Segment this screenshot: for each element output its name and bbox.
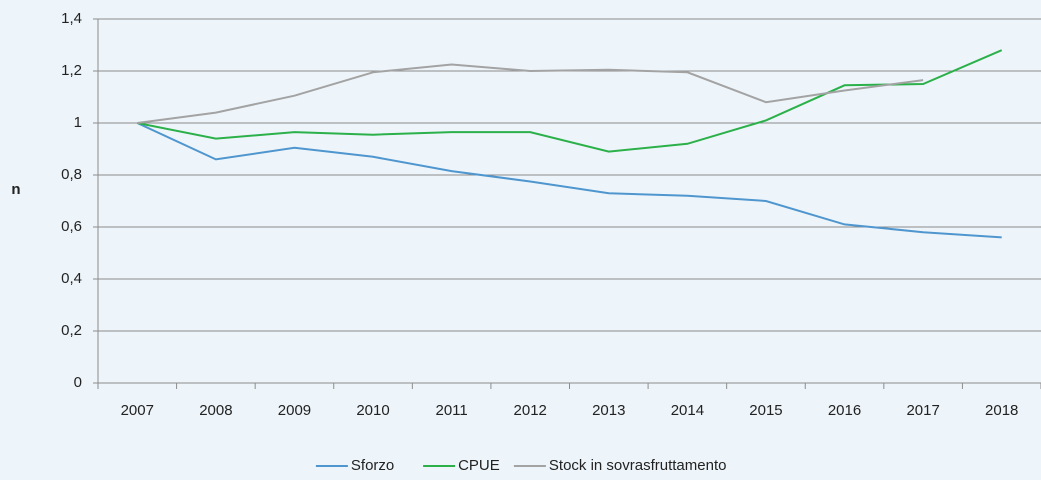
y-tick-label: 1,2 [61, 62, 82, 79]
y-tick-label: 1 [74, 114, 82, 131]
y-axis-label: n [11, 181, 20, 198]
y-tick-label: 1,4 [61, 10, 82, 27]
legend-label: Sforzo [351, 457, 394, 474]
x-tick-label: 2015 [749, 402, 782, 419]
line-series [137, 49, 1003, 153]
y-tick-label: 0 [74, 374, 82, 391]
x-tick-label: 2016 [828, 402, 861, 419]
x-tick-label: 2011 [435, 402, 467, 419]
x-tick-label: 2017 [906, 402, 939, 419]
x-tick-label: 2012 [514, 402, 547, 419]
legend-label: CPUE [458, 457, 500, 474]
x-tick-label: 2018 [985, 402, 1018, 419]
x-tick-label: 2010 [356, 402, 389, 419]
x-tick-label: 2014 [671, 402, 704, 419]
line-series [137, 63, 924, 124]
x-tick-label: 2013 [592, 402, 625, 419]
y-tick-label: 0,4 [61, 270, 82, 287]
x-tick-label: 2009 [278, 402, 311, 419]
x-tick-label: 2008 [199, 402, 232, 419]
legend-label: Stock in sovrasfruttamento [549, 457, 727, 474]
y-tick-label: 0,2 [61, 322, 82, 339]
x-tick-label: 2007 [121, 402, 154, 419]
y-tick-label: 0,6 [61, 218, 82, 235]
y-tick-label: 0,8 [61, 166, 82, 183]
line-series [136, 122, 1002, 239]
